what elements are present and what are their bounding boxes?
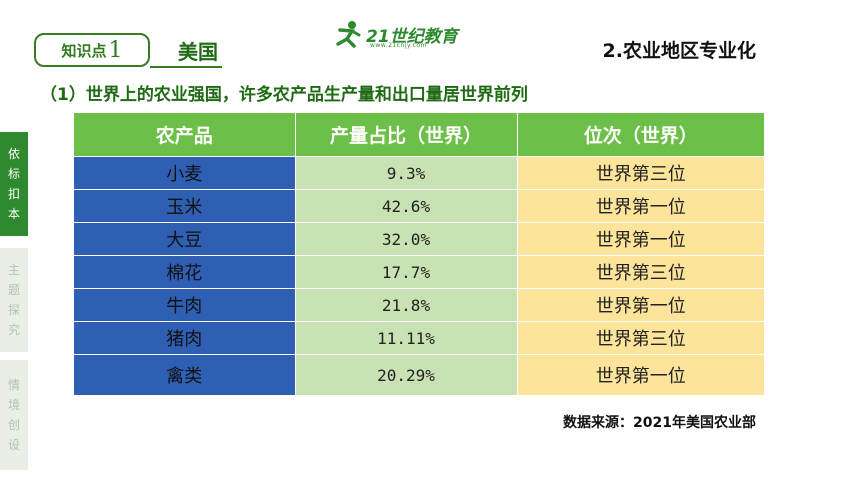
product-cell: 猪肉: [74, 321, 296, 355]
side-tab-1[interactable]: 依 标 扣 本: [0, 132, 28, 236]
table-row: 小麦 9.3% 世界第三位: [74, 156, 764, 190]
table-row: 棉花 17.7% 世界第三位: [74, 255, 764, 289]
rank-cell: 世界第一位: [517, 222, 764, 256]
logo: 21世纪教育 www.21cnjy.com: [332, 20, 462, 50]
side-tab-char: 究: [7, 323, 20, 337]
share-cell: 42.6%: [295, 189, 518, 223]
share-cell: 21.8%: [295, 288, 518, 322]
rank-cell: 世界第三位: [517, 255, 764, 289]
column-header-share: 产量占比（世界）: [295, 113, 518, 157]
logo-brand: 21世纪教育: [366, 27, 458, 47]
column-header-rank: 位次（世界）: [517, 113, 764, 157]
logo-url: www.21cnjy.com: [370, 42, 427, 49]
product-cell: 玉米: [74, 189, 296, 223]
side-tab-char: 题: [7, 283, 20, 297]
share-cell: 17.7%: [295, 255, 518, 289]
product-cell: 大豆: [74, 222, 296, 256]
share-cell: 9.3%: [295, 156, 518, 190]
side-tab-char: 标: [7, 167, 20, 181]
side-tab-char: 设: [7, 438, 20, 452]
product-cell: 棉花: [74, 255, 296, 289]
table-row: 禽类 20.29% 世界第一位: [74, 354, 764, 395]
side-tab-char: 探: [7, 303, 20, 317]
side-tab-3[interactable]: 情 境 创 设: [0, 360, 28, 470]
rank-cell: 世界第一位: [517, 288, 764, 322]
side-tab-char: 情: [7, 378, 20, 392]
rank-cell: 世界第一位: [517, 354, 764, 395]
rank-cell: 世界第三位: [517, 156, 764, 190]
side-tab-2[interactable]: 主 题 探 究: [0, 248, 28, 352]
knowledge-point-label: 知识点: [61, 41, 107, 60]
knowledge-point-number: 1: [108, 37, 123, 63]
table-header-row: 农产品 产量占比（世界） 位次（世界）: [74, 113, 764, 157]
share-cell: 11.11%: [295, 321, 518, 355]
runner-icon: [336, 21, 361, 48]
agriculture-table: 农产品 产量占比（世界） 位次（世界） 小麦 9.3% 世界第三位 玉米 42.…: [74, 113, 764, 395]
table-row: 牛肉 21.8% 世界第一位: [74, 288, 764, 322]
table-row: 玉米 42.6% 世界第一位: [74, 189, 764, 223]
rank-cell: 世界第一位: [517, 189, 764, 223]
side-tab-char: 境: [7, 398, 20, 412]
side-tab-char: 主: [7, 263, 20, 277]
share-cell: 20.29%: [295, 354, 518, 395]
section-title: 2.农业地区专业化: [602, 40, 756, 62]
side-tab-char: 本: [7, 207, 20, 221]
side-tab-char: 扣: [7, 187, 20, 201]
table-row: 大豆 32.0% 世界第一位: [74, 222, 764, 256]
tag-underline: [150, 66, 222, 68]
side-tab-char: 创: [7, 418, 20, 432]
column-header-product: 农产品: [74, 113, 296, 157]
share-cell: 32.0%: [295, 222, 518, 256]
subtitle: （1）世界上的农业强国，许多农产品生产量和出口量居世界前列: [40, 85, 528, 105]
knowledge-point-tag: 知识点 1: [34, 33, 150, 67]
side-tab-char: 依: [7, 147, 20, 161]
data-source-note: 数据来源：2021年美国农业部: [563, 415, 756, 431]
product-cell: 牛肉: [74, 288, 296, 322]
product-cell: 禽类: [74, 354, 296, 395]
table-row: 猪肉 11.11% 世界第三位: [74, 321, 764, 355]
country-title: 美国: [178, 40, 218, 64]
rank-cell: 世界第三位: [517, 321, 764, 355]
product-cell: 小麦: [74, 156, 296, 190]
